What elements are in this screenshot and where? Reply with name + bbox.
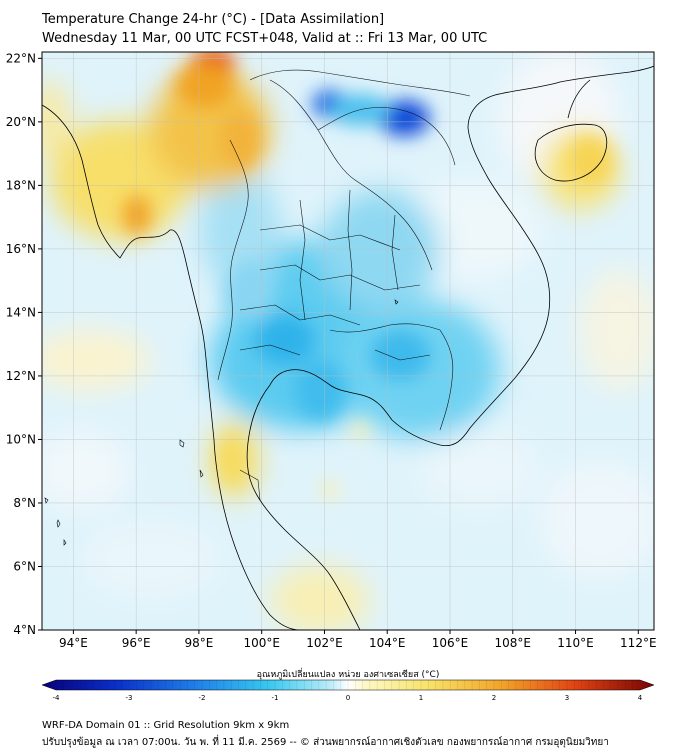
- lat-tick-label: 18°N: [6, 178, 36, 192]
- lon-tick-label: 102°E: [306, 636, 343, 650]
- colorbar-tick-label: 3: [565, 694, 569, 702]
- lon-tick-label: 104°E: [369, 636, 406, 650]
- lon-tick-label: 112°E: [620, 636, 657, 650]
- lon-tick-label: 94°E: [59, 636, 88, 650]
- lat-tick-label: 4°N: [13, 623, 36, 637]
- colorbar-tick-label: 4: [638, 694, 643, 702]
- colorbar: อุณหภูมิเปลี่ยนแปลง หน่วย องศาเซลเซียส (…: [41, 667, 655, 702]
- lon-tick-label: 98°E: [184, 636, 213, 650]
- lat-tick-label: 14°N: [6, 305, 36, 319]
- map-subtitle: Wednesday 11 Mar, 00 UTC FCST+048, Valid…: [42, 31, 488, 46]
- colorbar-tick-label: 0: [346, 694, 350, 702]
- islands: [44, 299, 399, 546]
- lon-tick-label: 96°E: [122, 636, 151, 650]
- lat-tick-label: 22°N: [6, 51, 36, 65]
- temperature-field: [42, 52, 654, 630]
- country-borders: [217, 69, 471, 501]
- plot-area: [42, 52, 654, 630]
- latitude-axis: 22°N 20°N 18°N 16°N 14°N 12°N 10°N 8°N 6°N 4°N: [6, 51, 42, 637]
- lon-tick-label: 100°E: [243, 636, 280, 650]
- footer-model-info: WRF-DA Domain 01 :: Grid Resolution 9km …: [42, 720, 290, 731]
- lat-tick-label: 20°N: [6, 115, 36, 129]
- coastlines: [42, 65, 654, 630]
- temperature-extremes: [123, 52, 612, 498]
- graticule: [42, 52, 654, 630]
- lon-tick-label: 108°E: [495, 636, 532, 650]
- colorbar-tick-label: -2: [199, 694, 206, 702]
- colorbar-tick-label: 1: [419, 694, 423, 702]
- colorbar-bar: [41, 679, 655, 691]
- map-title: Temperature Change 24-hr (°C) - [Data As…: [42, 12, 385, 27]
- lat-tick-label: 12°N: [6, 369, 36, 383]
- footer-credit: ปรับปรุงข้อมูล ณ เวลา 07:00น. วัน พ. ที่…: [42, 737, 609, 748]
- colorbar-tick-label: 2: [492, 694, 496, 702]
- lon-tick-label: 110°E: [557, 636, 594, 650]
- lat-tick-label: 10°N: [6, 432, 36, 446]
- lat-tick-label: 8°N: [13, 496, 36, 510]
- lat-tick-label: 16°N: [6, 242, 36, 256]
- lat-tick-label: 6°N: [13, 559, 36, 573]
- colorbar-label: อุณหภูมิเปลี่ยนแปลง หน่วย องศาเซลเซียส (…: [257, 667, 440, 680]
- longitude-axis: 94°E 96°E 98°E 100°E 102°E 104°E 106°E 108°E 110…: [59, 630, 657, 650]
- colorbar-tick-label: -4: [53, 694, 61, 702]
- colorbar-tick-label: -1: [272, 694, 279, 702]
- plot-frame: [41, 51, 655, 631]
- lon-tick-label: 106°E: [432, 636, 469, 650]
- colorbar-tick-label: -3: [126, 694, 133, 702]
